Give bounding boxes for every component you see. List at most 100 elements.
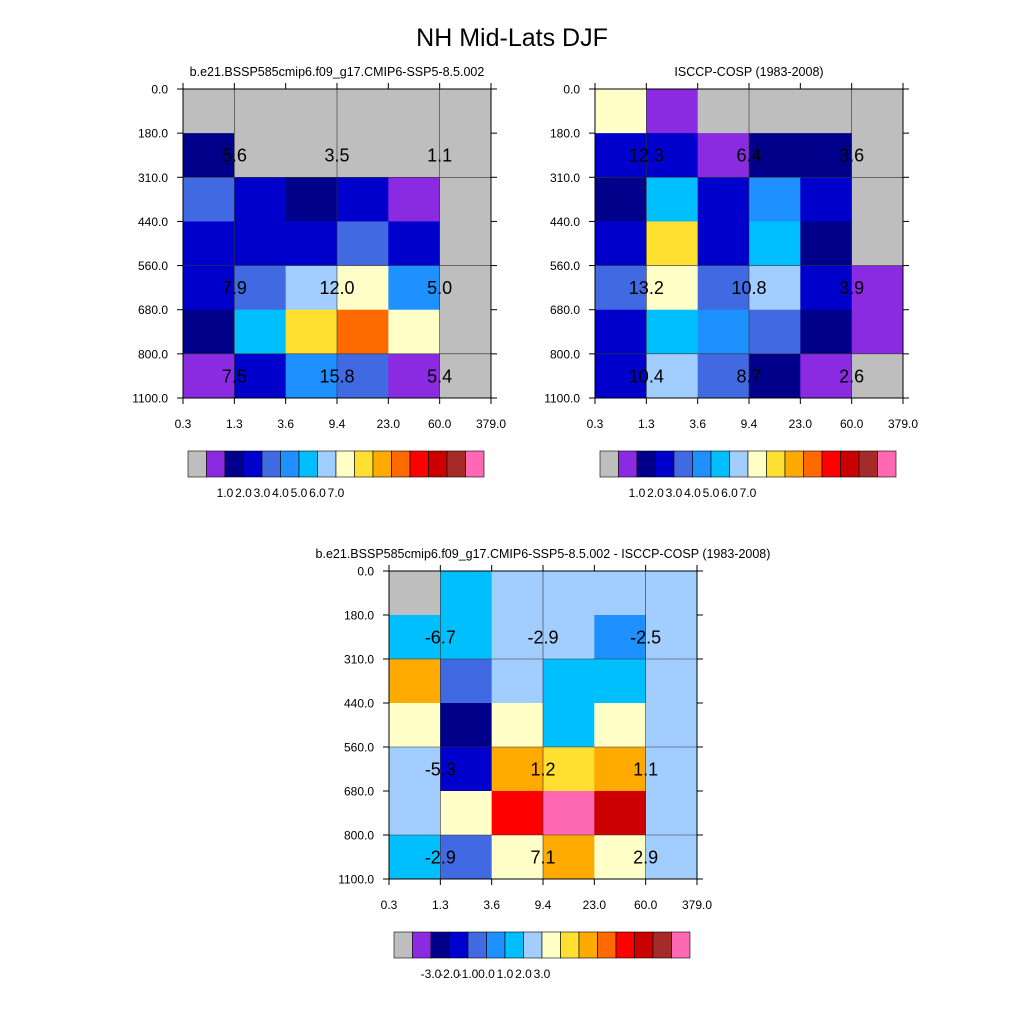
heatmap-cell: [389, 703, 441, 748]
cell-value-label: 1.1: [633, 760, 658, 780]
heatmap-cell: [389, 571, 441, 616]
cell-value-label: 3.5: [324, 146, 349, 166]
cell-value-label: 12.3: [629, 146, 664, 166]
colorbar-label: 5.0: [291, 486, 308, 500]
heatmap-cell: [697, 353, 750, 399]
heatmap-cell: [285, 133, 338, 178]
colorbar-swatch: [243, 450, 263, 478]
x-tick-label: 379.0: [888, 417, 918, 431]
colorbar-swatch: [187, 450, 207, 478]
heatmap-cell: [285, 221, 338, 266]
colorbar-swatch: [655, 450, 675, 478]
x-tick-label: 60.0: [634, 898, 658, 912]
heatmap-cell: [645, 835, 698, 880]
heatmap-cell: [389, 615, 441, 660]
heatmap-cell: [645, 747, 698, 792]
colorbar-swatch: [652, 931, 672, 959]
heatmap-cell: [440, 659, 493, 704]
heatmap-cell: [749, 133, 801, 178]
heatmap-cell: [439, 265, 492, 311]
heatmap-cell: [595, 177, 647, 222]
colorbar-swatch: [673, 450, 693, 478]
heatmap-cell: [285, 177, 338, 222]
panel-model: b.e21.BSSP585cmip6.f09_g17.CMIP6-SSP5-8.…: [132, 65, 506, 500]
heatmap-cell: [851, 309, 904, 355]
heatmap-cell: [389, 835, 441, 880]
cell-value-label: 15.8: [319, 366, 354, 386]
y-tick-label: 560.0: [550, 259, 580, 273]
heatmap-cell: [183, 265, 235, 311]
cell-value-label: 12.0: [319, 278, 354, 298]
cell-value-label: 7.1: [530, 848, 555, 868]
heatmap-cell: [234, 177, 287, 222]
cell-value-label: -5.3: [425, 760, 456, 780]
x-tick-label: 379.0: [476, 417, 506, 431]
heatmap-cell: [543, 747, 595, 792]
colorbar-swatch: [541, 931, 561, 959]
heatmap-cell: [646, 89, 699, 134]
heatmap-cell: [183, 177, 235, 222]
heatmap-cell: [800, 177, 853, 222]
colorbar-swatch: [634, 931, 654, 959]
x-tick-label: 1.3: [226, 417, 243, 431]
y-tick-label: 1100.0: [132, 392, 168, 406]
colorbar-swatch: [280, 450, 300, 478]
heatmap-cell: [851, 265, 904, 311]
colorbar-label: 2.0: [647, 486, 664, 500]
heatmap-cell: [183, 89, 235, 134]
heatmap-cell: [595, 309, 647, 355]
x-tick-label: 9.4: [329, 417, 346, 431]
heatmap-cell: [389, 659, 441, 704]
colorbar-swatch: [393, 931, 413, 959]
heatmap-cell: [594, 747, 647, 792]
colorbar-swatch: [784, 450, 804, 478]
colorbar-label: 2.0: [515, 967, 532, 981]
colorbar-label: 3.0: [666, 486, 683, 500]
heatmap-cell: [697, 221, 750, 266]
heatmap-cell: [645, 791, 698, 836]
y-tick-label: 310.0: [344, 653, 374, 667]
y-tick-label: 560.0: [138, 259, 168, 273]
figure-title: NH Mid-Lats DJF: [416, 24, 608, 52]
heatmap-cell: [595, 265, 647, 311]
colorbar-swatch: [486, 931, 506, 959]
heatmap-cell: [491, 747, 544, 792]
heatmap-cell: [491, 659, 544, 704]
heatmap-cell: [646, 353, 699, 399]
colorbar-swatch: [412, 931, 432, 959]
heatmap-cell: [645, 571, 698, 616]
panel-title: ISCCP-COSP (1983-2008): [674, 65, 823, 79]
x-tick-label: 0.3: [587, 417, 604, 431]
colorbar-swatch: [710, 450, 730, 478]
colorbar-label: 0.0: [478, 967, 495, 981]
colorbar-swatch: [354, 450, 374, 478]
cell-value-label: 10.4: [629, 366, 664, 386]
heatmap-cell: [697, 89, 750, 134]
y-tick-label: 440.0: [344, 697, 374, 711]
colorbar-swatch: [618, 450, 638, 478]
heatmap-cell: [595, 353, 647, 399]
y-tick-label: 0.0: [357, 565, 374, 579]
heatmap-cell: [388, 89, 441, 134]
heatmap-cell: [491, 791, 544, 836]
colorbar-label: 7.0: [328, 486, 345, 500]
cell-value-label: 7.9: [222, 278, 247, 298]
colorbar-label: 2.0: [235, 486, 252, 500]
colorbar-swatch: [599, 450, 619, 478]
y-tick-label: 180.0: [344, 609, 374, 623]
heatmap-cell: [337, 133, 389, 178]
heatmap-cell: [851, 221, 904, 266]
y-tick-label: 1100.0: [544, 392, 580, 406]
colorbar-label: 5.0: [703, 486, 720, 500]
colorbar-swatch: [428, 450, 448, 478]
heatmap-cell: [697, 309, 750, 355]
heatmap-cell: [388, 309, 441, 355]
colorbar-label: 7.0: [740, 486, 757, 500]
colorbar-swatch: [523, 931, 543, 959]
cell-value-label: -2.9: [527, 628, 558, 648]
heatmap-cell: [491, 703, 544, 748]
x-tick-label: 0.3: [381, 898, 398, 912]
heatmap-cell: [388, 177, 441, 222]
heatmap-cell: [543, 659, 595, 704]
